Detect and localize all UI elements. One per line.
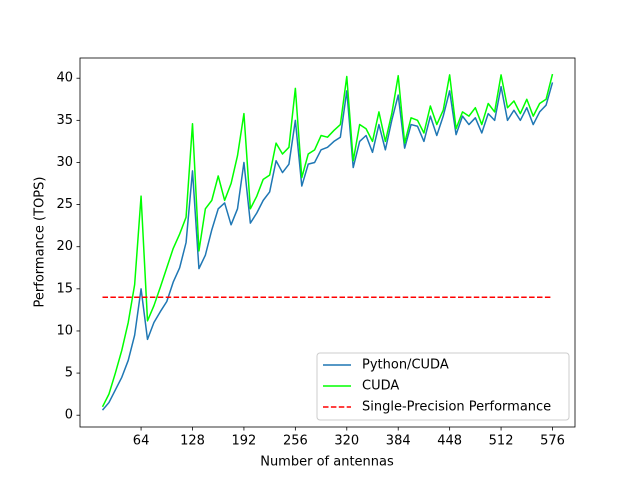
- x-tick-label: 64: [133, 434, 150, 449]
- y-tick-label: 35: [56, 113, 73, 128]
- y-tick-label: 10: [56, 323, 73, 338]
- y-tick-label: 30: [56, 155, 73, 170]
- y-tick-label: 5: [65, 366, 73, 381]
- y-tick-label: 15: [56, 281, 73, 296]
- x-tick-label: 576: [540, 434, 565, 449]
- y-axis-label: Performance (TOPS): [33, 177, 48, 308]
- legend-label: Single-Precision Performance: [362, 400, 551, 415]
- x-tick-label: 512: [489, 434, 514, 449]
- x-tick-label: 320: [334, 434, 359, 449]
- x-tick-label: 192: [232, 434, 257, 449]
- y-tick-label: 40: [56, 71, 73, 86]
- x-tick-label: 128: [180, 434, 205, 449]
- y-tick-label: 20: [56, 239, 73, 254]
- y-tick-label: 0: [65, 408, 73, 423]
- legend-box: [316, 352, 570, 421]
- y-tick-label: 25: [56, 197, 73, 212]
- x-tick-label: 448: [437, 434, 462, 449]
- x-tick-label: 256: [283, 434, 308, 449]
- data-line: [101, 73, 554, 408]
- data-line: [101, 82, 554, 411]
- x-axis-label: Number of antennas: [260, 455, 394, 470]
- plot-frame: [79, 57, 576, 428]
- legend-label: CUDA: [362, 379, 399, 394]
- x-tick-label: 384: [386, 434, 411, 449]
- legend-label: Python/CUDA: [362, 358, 449, 373]
